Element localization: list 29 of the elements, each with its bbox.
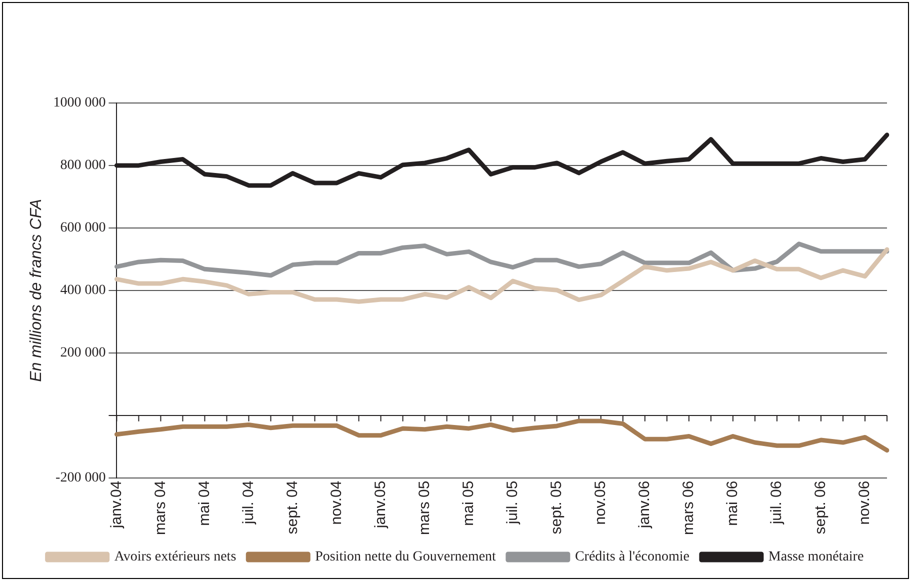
y-tick-label: 1000 000 [53, 96, 106, 111]
x-tick-label: nov.04 [328, 480, 345, 525]
x-tick-label: mars 04 [152, 480, 169, 536]
x-tick-label: sept. 05 [548, 480, 566, 534]
x-tick-label: janv.06 [636, 480, 654, 530]
y-tick-label: 400 000 [60, 283, 106, 298]
legend-label: Position nette du Gouvernement [315, 550, 496, 565]
legend-label: Masse monétaire [768, 550, 864, 565]
y-tick-label: 800 000 [60, 158, 106, 174]
x-tick-label: mars 05 [416, 480, 433, 536]
x-tick-label: nov.06 [856, 480, 874, 525]
x-tick-label: mars 06 [680, 480, 698, 536]
y-tick-label: -200 000 [56, 470, 106, 486]
x-tick-label: mai 05 [460, 480, 477, 526]
x-tick-label: juil. 05 [504, 480, 521, 526]
y-tick-label: 200 000 [60, 346, 106, 361]
x-tick-label: sept. 04 [284, 480, 301, 534]
legend-label: Avoirs extérieurs nets [114, 550, 236, 565]
y-axis-title: En millions de francs CFA [28, 198, 46, 382]
x-tick-label: nov.05 [592, 480, 610, 525]
x-tick-label: sept. 06 [812, 480, 830, 534]
x-tick-label: juil. 06 [768, 480, 786, 526]
x-tick-label: mai 04 [196, 480, 213, 526]
legend-label: Crédits à l'économie [574, 550, 690, 565]
x-tick-label: janv.05 [372, 480, 389, 530]
x-tick-label: juil. 04 [240, 480, 257, 526]
x-tick-label: mai 06 [724, 480, 742, 526]
y-tick-label: 600 000 [60, 220, 106, 236]
x-tick-label: janv.04 [108, 480, 125, 530]
